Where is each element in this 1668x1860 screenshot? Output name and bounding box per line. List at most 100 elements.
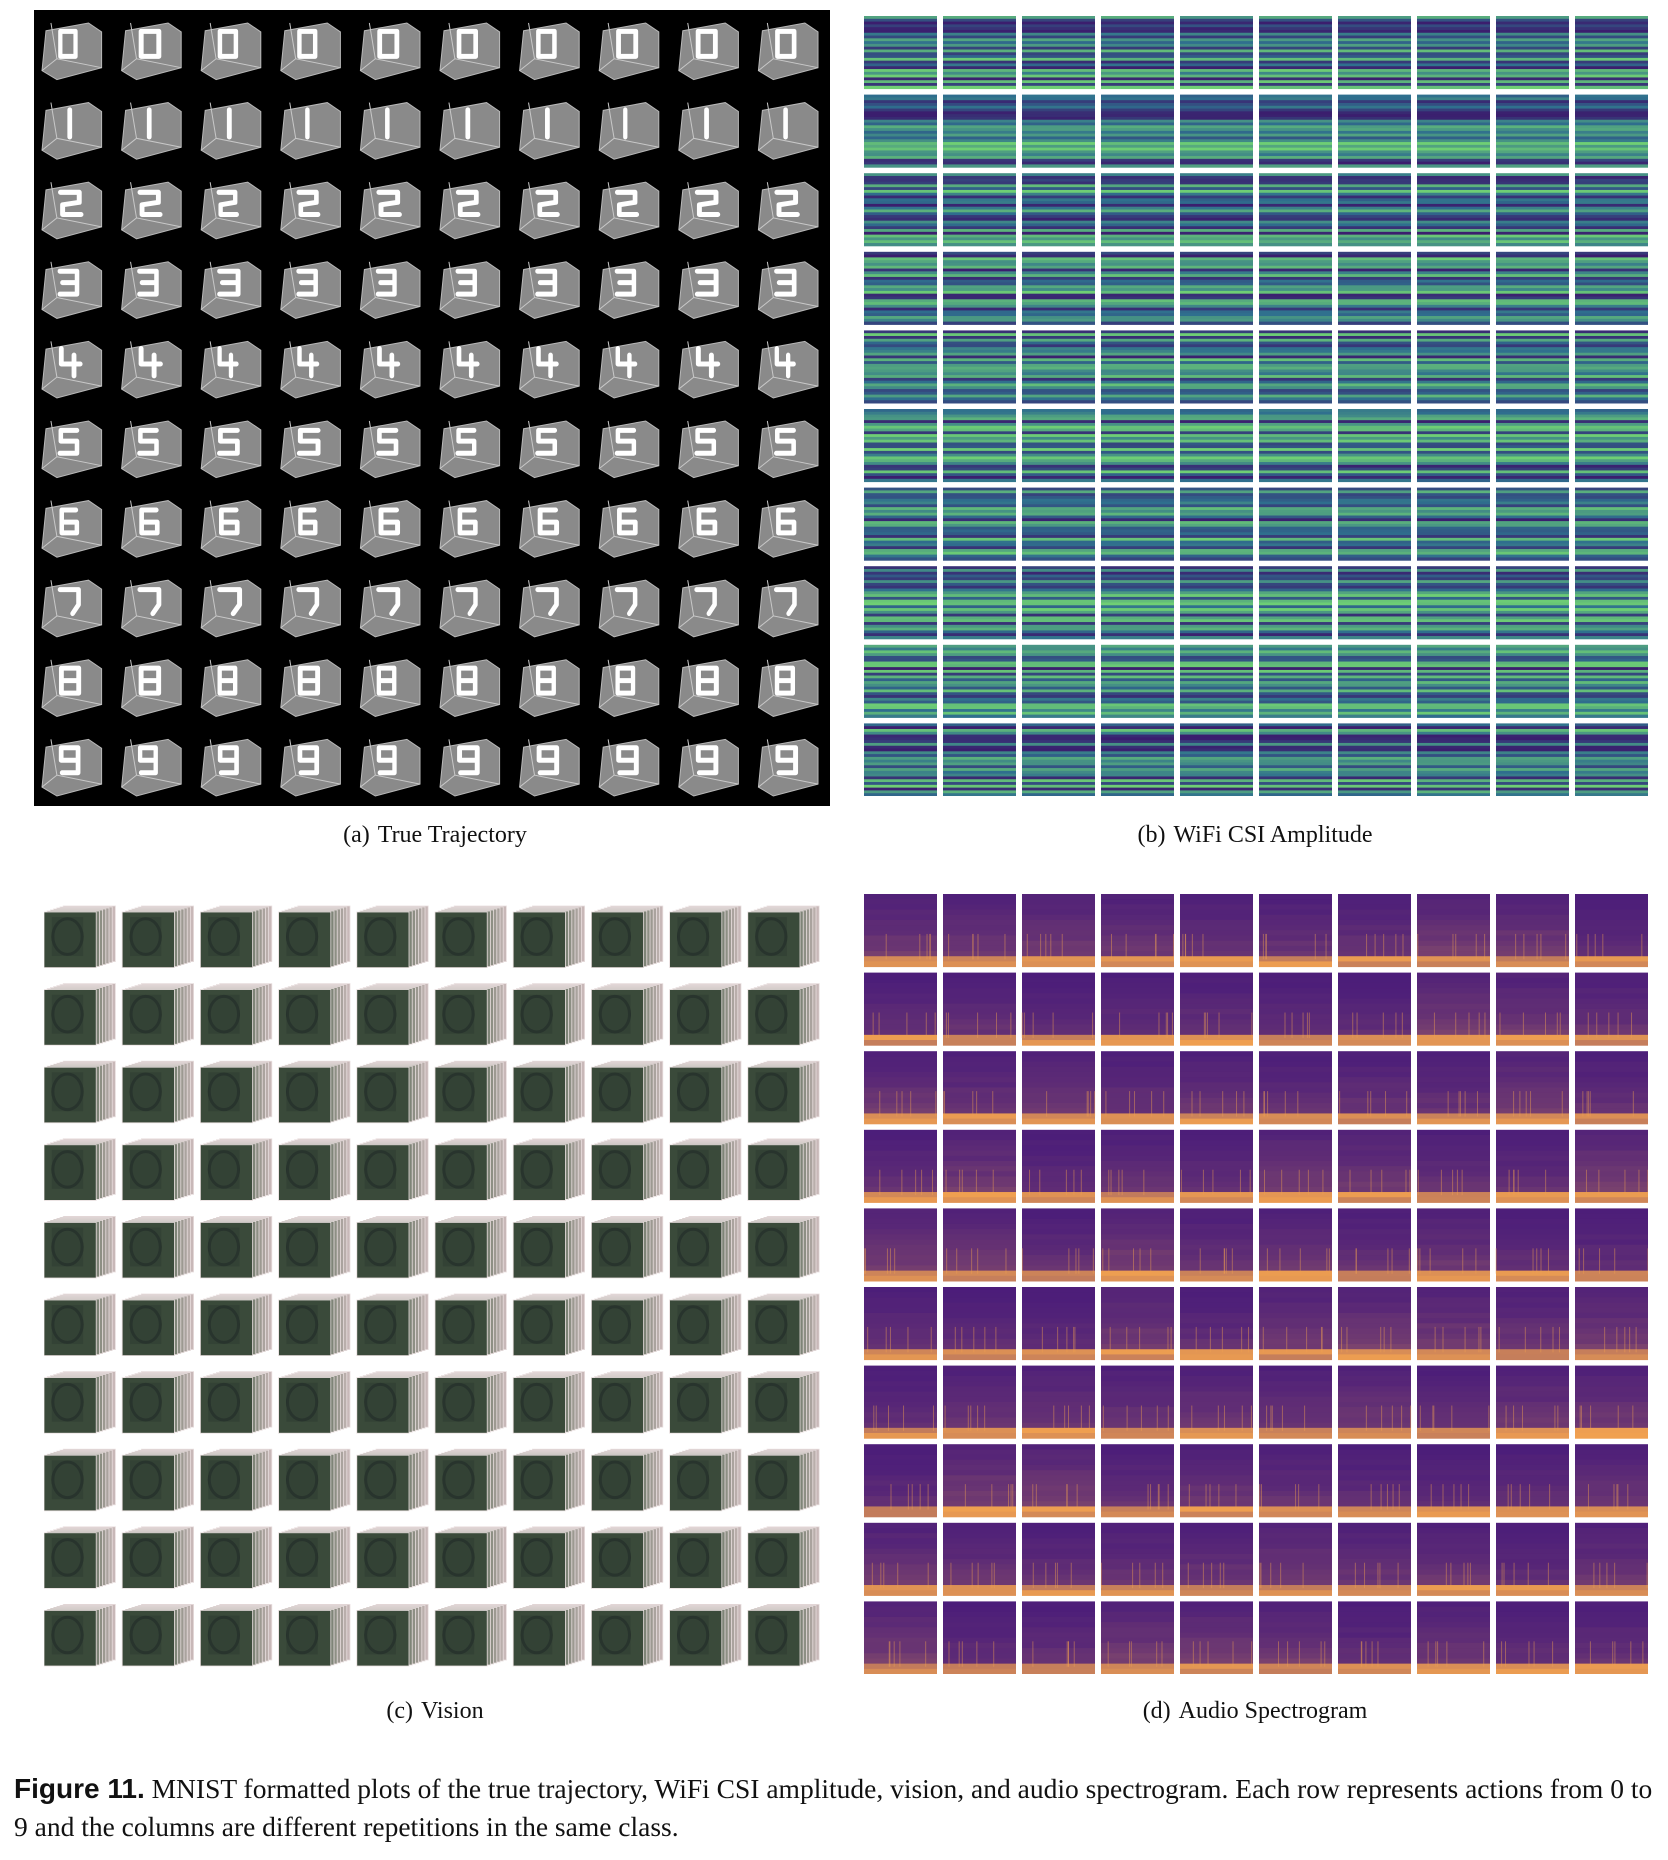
vision-subject — [51, 1227, 84, 1267]
csi-band — [1575, 377, 1648, 382]
csi-band — [1259, 102, 1332, 107]
csi-cell — [1496, 566, 1569, 640]
csi-band — [1022, 32, 1095, 37]
csi-band — [943, 285, 1016, 289]
csi-band — [1180, 206, 1253, 210]
csi-band — [943, 557, 1016, 561]
vision-cell — [278, 1526, 351, 1589]
csi-band — [1417, 470, 1490, 474]
trajectory-digit — [297, 745, 320, 776]
csi-band — [864, 591, 937, 595]
csi-band — [1101, 501, 1174, 505]
csi-band — [1338, 512, 1411, 517]
spectrogram-band — [943, 1186, 1016, 1193]
spectrogram-cell — [1022, 1129, 1095, 1203]
csi-band — [1259, 153, 1332, 157]
csi-band — [1417, 330, 1490, 334]
trajectory-cube-edge — [439, 297, 500, 310]
csi-band — [1496, 38, 1569, 42]
csi-band — [1101, 366, 1174, 370]
csi-band — [1180, 49, 1253, 53]
trajectory-digit-stroke — [216, 189, 239, 217]
csi-band — [943, 94, 1016, 98]
csi-band — [1575, 133, 1648, 137]
csi-band — [1022, 27, 1095, 31]
csi-band — [1101, 198, 1174, 202]
csi-band — [1259, 599, 1332, 603]
vision-subject — [442, 994, 475, 1034]
trajectory-cube-edge — [528, 22, 535, 59]
vision-subject — [442, 1305, 475, 1344]
csi-band — [864, 288, 937, 292]
csi-band — [864, 627, 937, 631]
trajectory-digit-stroke — [217, 268, 241, 297]
csi-band — [1022, 307, 1095, 311]
csi-band — [943, 456, 1016, 460]
csi-band — [943, 307, 1016, 311]
csi-band — [1259, 436, 1332, 441]
csi-band — [1022, 164, 1095, 168]
csi-band — [1259, 523, 1332, 528]
csi-band — [1575, 512, 1648, 517]
csi-band — [1575, 136, 1648, 140]
vision-shade — [677, 1305, 709, 1345]
csi-band — [1417, 442, 1490, 446]
csi-band — [1338, 133, 1411, 137]
csi-band — [1180, 181, 1253, 185]
spectrogram-band — [864, 1171, 937, 1177]
spectrogram-band — [1022, 1019, 1095, 1025]
spectrogram-band — [1338, 1066, 1411, 1073]
csi-band — [1022, 596, 1095, 601]
spectrogram-band — [1417, 914, 1490, 921]
csi-band — [1259, 293, 1332, 297]
csi-band — [1101, 296, 1174, 300]
vision-cell — [512, 905, 586, 968]
trajectory-cube-edge — [200, 297, 261, 310]
vision-shade — [755, 917, 787, 957]
spectrogram-band — [1417, 993, 1490, 1000]
csi-band — [864, 173, 937, 177]
vision-subject — [285, 1538, 319, 1577]
csi-band — [1259, 613, 1332, 617]
vision-subject — [520, 1072, 553, 1112]
csi-band — [1417, 279, 1490, 284]
csi-band — [1417, 265, 1490, 270]
csi-band — [1496, 582, 1569, 587]
csi-band — [1259, 554, 1332, 558]
spectrogram-band — [864, 935, 937, 942]
spectrogram-band — [864, 1145, 937, 1152]
csi-band — [943, 136, 1016, 140]
csi-band — [1180, 756, 1253, 761]
vision-shade — [521, 1537, 553, 1577]
csi-band — [943, 69, 1016, 73]
csi-band — [1575, 498, 1648, 503]
csi-band — [1180, 296, 1253, 300]
csi-band — [1496, 128, 1569, 132]
csi-band — [1259, 537, 1332, 542]
csi-band — [1496, 462, 1569, 466]
csi-band — [1022, 181, 1095, 185]
spectrogram-band — [1338, 1077, 1411, 1083]
csi-band — [1101, 223, 1174, 227]
csi-band — [943, 209, 1016, 213]
csi-band — [1417, 554, 1490, 558]
csi-band — [1101, 498, 1174, 503]
csi-band — [1022, 158, 1095, 163]
spectrogram-band — [1180, 993, 1253, 1000]
csi-band — [943, 532, 1016, 536]
trajectory-digit — [614, 268, 637, 297]
csi-band — [864, 734, 937, 738]
trajectory-cell — [41, 500, 103, 558]
csi-band — [1496, 361, 1569, 365]
spectrogram-band — [1496, 1040, 1569, 1046]
spectrogram-band — [1101, 1181, 1174, 1188]
csi-band — [864, 521, 937, 525]
csi-cell — [1022, 173, 1095, 247]
csi-band — [1575, 630, 1648, 634]
csi-band — [1575, 669, 1648, 674]
csi-band — [1338, 647, 1411, 651]
csi-band — [864, 759, 937, 763]
csi-band — [1338, 85, 1411, 90]
csi-band — [1022, 363, 1095, 368]
trajectory-cell — [519, 261, 580, 319]
